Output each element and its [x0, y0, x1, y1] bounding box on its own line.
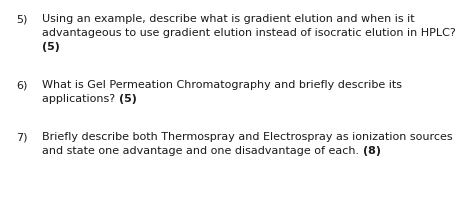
Text: 6): 6)	[16, 80, 27, 90]
Text: What is Gel Permeation Chromatography and briefly describe its: What is Gel Permeation Chromatography an…	[42, 80, 402, 90]
Text: 5): 5)	[16, 14, 27, 24]
Text: (8): (8)	[363, 146, 381, 156]
Text: 7): 7)	[16, 132, 27, 142]
Text: advantageous to use gradient elution instead of isocratic elution in HPLC?: advantageous to use gradient elution ins…	[42, 28, 456, 38]
Text: Using an example, describe what is gradient elution and when is it: Using an example, describe what is gradi…	[42, 14, 415, 24]
Text: (5): (5)	[118, 94, 137, 104]
Text: (5): (5)	[42, 42, 60, 52]
Text: applications?: applications?	[42, 94, 118, 104]
Text: and state one advantage and one disadvantage of each.: and state one advantage and one disadvan…	[42, 146, 363, 156]
Text: Briefly describe both Thermospray and Electrospray as ionization sources: Briefly describe both Thermospray and El…	[42, 132, 453, 142]
